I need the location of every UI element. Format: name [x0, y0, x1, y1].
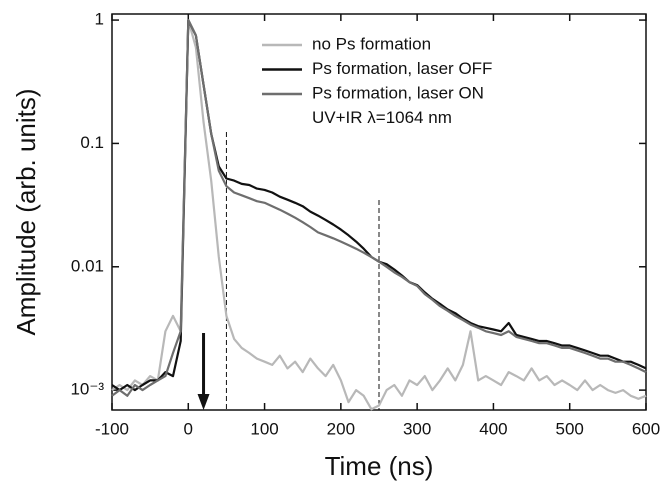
y-tick-label: 0.01 [71, 256, 104, 275]
x-tick-label: 600 [632, 419, 660, 438]
y-axis-title: Amplitude (arb. units) [11, 88, 41, 335]
x-tick-label: 300 [403, 419, 431, 438]
x-tick-label: 200 [327, 419, 355, 438]
series-line [111, 19, 647, 411]
legend-label: Ps formation, laser OFF [312, 59, 492, 78]
y-tick-label: 10⁻³ [70, 380, 104, 399]
y-tick-label: 0.1 [80, 133, 104, 152]
series-line [111, 19, 647, 397]
legend-label: Ps formation, laser ON [312, 83, 484, 102]
x-tick-label: 500 [556, 419, 584, 438]
annotation: UV+IR λ=1064 nm [312, 108, 452, 127]
x-tick-label: 400 [479, 419, 507, 438]
x-tick-label: 100 [250, 419, 278, 438]
y-tick-label: 1 [95, 10, 104, 29]
arrow-head [197, 394, 210, 410]
x-axis-title: Time (ns) [325, 451, 434, 481]
x-tick-label: 0 [184, 419, 193, 438]
x-tick-label: -100 [95, 419, 129, 438]
legend-label: no Ps formation [312, 34, 431, 53]
